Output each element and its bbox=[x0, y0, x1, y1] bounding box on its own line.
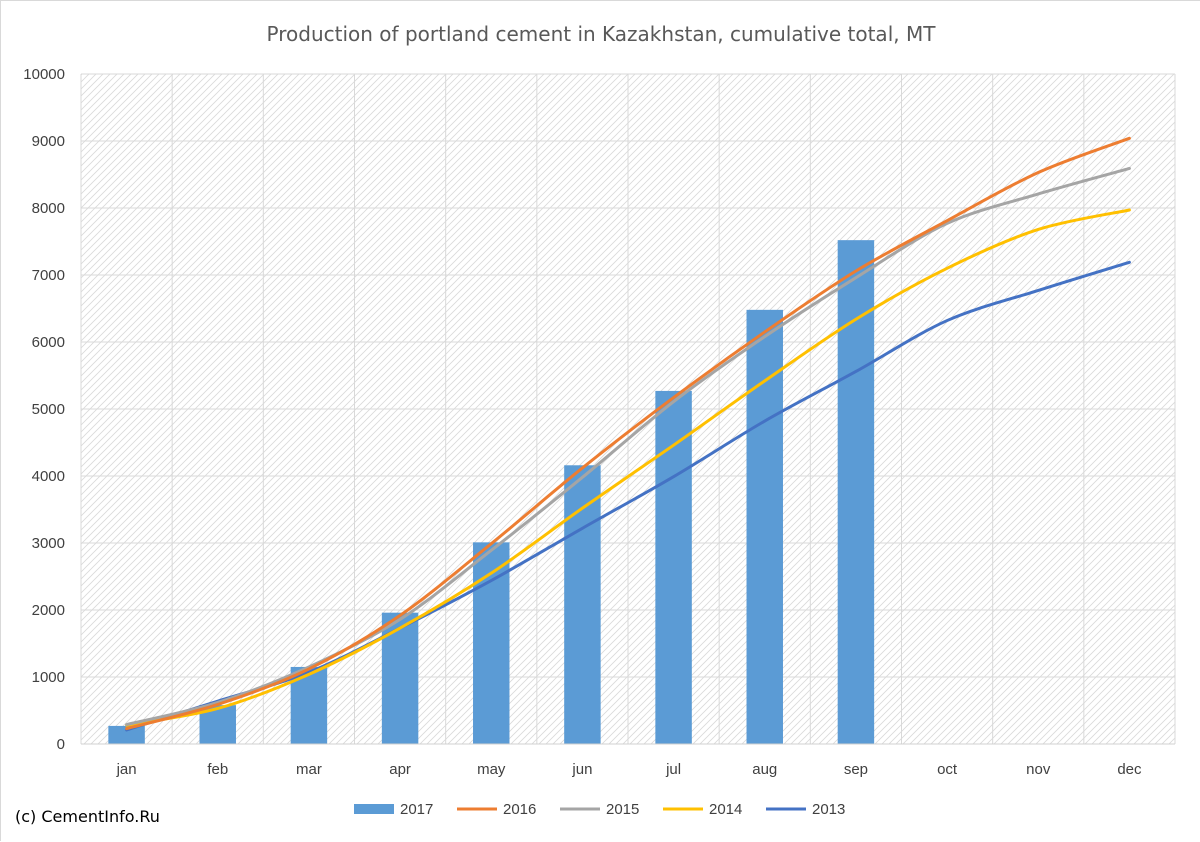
bar-2017 bbox=[837, 240, 875, 744]
x-tick-label: jan bbox=[116, 761, 137, 778]
y-tick-label: 10000 bbox=[23, 66, 65, 83]
bar-2017 bbox=[473, 542, 510, 744]
x-tick-label: oct bbox=[937, 761, 958, 778]
legend-label-2016: 2016 bbox=[503, 801, 536, 818]
bar-2017 bbox=[108, 725, 145, 744]
y-tick-label: 3000 bbox=[32, 535, 65, 552]
x-tick-label: jun bbox=[571, 761, 592, 778]
x-tick-label: jul bbox=[665, 761, 681, 778]
x-tick-label: nov bbox=[1026, 761, 1051, 778]
x-tick-label: dec bbox=[1117, 761, 1142, 778]
y-tick-label: 6000 bbox=[32, 334, 65, 351]
legend-label-2015: 2015 bbox=[606, 801, 639, 818]
y-tick-label: 2000 bbox=[32, 602, 65, 619]
x-tick-label: sep bbox=[844, 761, 868, 778]
y-tick-label: 8000 bbox=[32, 200, 65, 217]
grid-lines bbox=[80, 73, 1176, 745]
x-axis-tick-labels: jan feb mar apr may jun jul aug sep oct nov dec bbox=[116, 761, 1142, 778]
y-tick-label: 0 bbox=[57, 736, 65, 753]
legend-label-2014: 2014 bbox=[709, 801, 742, 818]
x-tick-label: may bbox=[477, 761, 506, 778]
x-tick-label: feb bbox=[207, 761, 228, 778]
copyright-text: (c) CementInfo.Ru bbox=[15, 807, 160, 826]
legend: 2017 2016 2015 2014 2013 bbox=[354, 801, 845, 818]
line-2016 bbox=[125, 136, 1131, 731]
bar-2017 bbox=[381, 612, 419, 744]
line-2015 bbox=[125, 166, 1131, 727]
line-2014 bbox=[125, 208, 1131, 727]
x-tick-label: apr bbox=[389, 761, 411, 778]
bar-2017 bbox=[746, 309, 783, 744]
y-tick-label: 1000 bbox=[32, 669, 65, 686]
y-tick-label: 4000 bbox=[32, 468, 65, 485]
legend-label-2017: 2017 bbox=[400, 801, 433, 818]
bar-2017 bbox=[564, 465, 601, 744]
y-tick-label: 9000 bbox=[32, 133, 65, 150]
legend-swatch-2017 bbox=[354, 804, 394, 814]
legend-label-2013: 2013 bbox=[812, 801, 845, 818]
line-series-group bbox=[125, 136, 1131, 732]
bar-2017 bbox=[655, 390, 692, 744]
y-tick-label: 5000 bbox=[32, 401, 65, 418]
y-tick-label: 7000 bbox=[32, 267, 65, 284]
x-tick-label: mar bbox=[296, 761, 322, 778]
x-tick-label: aug bbox=[752, 761, 777, 778]
line-2013 bbox=[125, 260, 1131, 732]
chart-title: Production of portland cement in Kazakhs… bbox=[267, 22, 937, 46]
y-axis-tick-labels: 0 1000 2000 3000 4000 5000 6000 7000 8000 9000 100… bbox=[23, 66, 65, 753]
bar-series-2017 bbox=[108, 240, 875, 744]
